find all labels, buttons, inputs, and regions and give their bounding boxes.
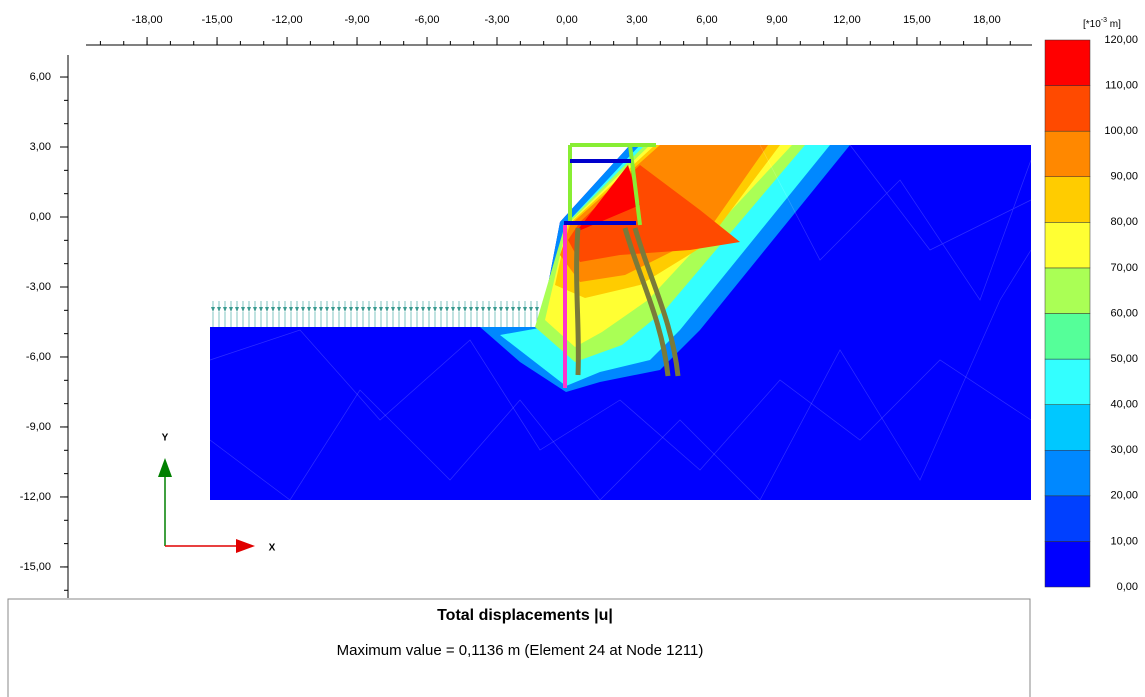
plot-view: Y X [*10-3 m] 0,0010,0020,0030,0040,0050… — [0, 0, 1145, 697]
legend-label: 110,00 — [1105, 79, 1138, 91]
legend-band — [1045, 450, 1090, 496]
x-tick-label: -12,00 — [271, 14, 302, 26]
legend-band — [1045, 496, 1090, 542]
x-tick-label: 6,00 — [696, 14, 717, 26]
legend-band — [1045, 40, 1090, 86]
y-tick-label: 6,00 — [30, 71, 51, 83]
legend-label: 30,00 — [1110, 444, 1138, 456]
legend-label: 100,00 — [1104, 125, 1138, 137]
info-title: Total displacements |u| — [437, 607, 613, 624]
legend-label: 120,00 — [1104, 34, 1138, 46]
legend-band — [1045, 405, 1090, 451]
legend-label: 70,00 — [1110, 262, 1138, 274]
legend-band — [1045, 222, 1090, 268]
legend-label: 20,00 — [1110, 490, 1138, 502]
x-tick-label: -3,00 — [484, 14, 509, 26]
x-tick-label: -15,00 — [201, 14, 232, 26]
legend-label: 40,00 — [1110, 399, 1138, 411]
legend-band — [1045, 314, 1090, 360]
legend-label: 60,00 — [1110, 307, 1138, 319]
x-tick-label: 18,00 — [973, 14, 1001, 26]
legend-band — [1045, 268, 1090, 314]
legend-label: 50,00 — [1110, 353, 1138, 365]
legend-label: 10,00 — [1110, 535, 1138, 547]
x-tick-label: -9,00 — [344, 14, 369, 26]
legend-band — [1045, 86, 1090, 132]
info-subtitle: Maximum value = 0,1136 m (Element 24 at … — [337, 642, 704, 659]
legend-label: 90,00 — [1110, 171, 1138, 183]
x-tick-label: 9,00 — [766, 14, 787, 26]
unit-suffix: m] — [1107, 19, 1121, 30]
y-tick-label: 3,00 — [30, 141, 51, 153]
y-tick-label: -12,00 — [20, 491, 51, 503]
y-tick-label: -6,00 — [26, 351, 51, 363]
x-tick-label: 3,00 — [626, 14, 647, 26]
y-tick-label: -3,00 — [26, 281, 51, 293]
y-tick-label: -15,00 — [20, 561, 51, 573]
y-tick-label: -9,00 — [26, 421, 51, 433]
unit-prefix: [*10 — [1083, 19, 1101, 30]
legend-label: 0,00 — [1117, 581, 1138, 593]
x-tick-label: 12,00 — [833, 14, 861, 26]
legend-band — [1045, 131, 1090, 177]
x-tick-label: 0,00 — [556, 14, 577, 26]
x-indicator-label: X — [269, 543, 276, 554]
x-tick-label: 15,00 — [903, 14, 931, 26]
x-tick-label: -18,00 — [131, 14, 162, 26]
page: Y X [*10-3 m] 0,0010,0020,0030,0040,0050… — [0, 0, 1145, 697]
distributed-load — [209, 301, 559, 327]
y-indicator-label: Y — [162, 433, 169, 444]
x-tick-label: -6,00 — [414, 14, 439, 26]
legend-band — [1045, 541, 1090, 587]
legend-label: 80,00 — [1110, 216, 1138, 228]
legend-band — [1045, 359, 1090, 405]
legend-band — [1045, 177, 1090, 223]
y-tick-label: 0,00 — [30, 211, 51, 223]
